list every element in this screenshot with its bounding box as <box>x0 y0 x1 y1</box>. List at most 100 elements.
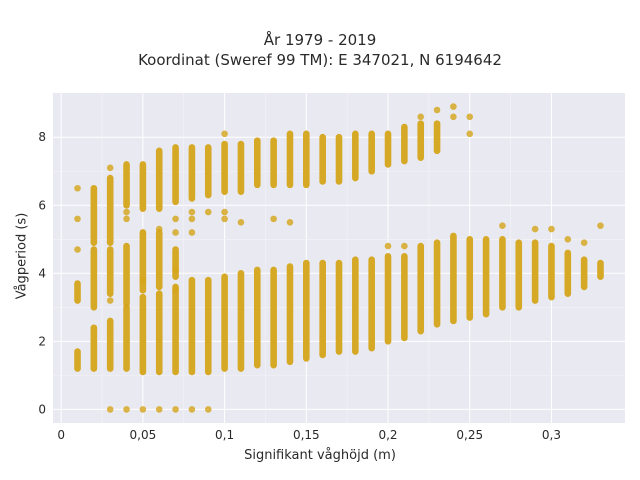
data-point <box>155 406 163 413</box>
data-point <box>172 215 179 223</box>
data-point <box>172 406 179 413</box>
data-point <box>531 225 539 233</box>
point-cluster <box>319 259 326 359</box>
data-point <box>74 184 81 192</box>
data-point <box>466 113 474 121</box>
data-point <box>401 242 408 250</box>
point-cluster <box>139 229 147 294</box>
y-tick-label: 6 <box>38 198 46 212</box>
point-cluster <box>303 130 310 189</box>
point-cluster <box>123 161 130 209</box>
point-cluster <box>188 144 196 202</box>
point-cluster <box>155 229 163 291</box>
point-cluster <box>204 144 212 199</box>
point-cluster <box>450 232 457 325</box>
point-cluster <box>531 239 539 304</box>
data-point <box>450 113 457 121</box>
x-tick-label: 0,1 <box>215 428 234 442</box>
data-point <box>384 242 392 250</box>
point-cluster <box>417 242 425 335</box>
point-cluster <box>155 147 163 212</box>
data-point <box>548 225 555 233</box>
data-point <box>188 406 196 413</box>
data-point <box>172 229 179 236</box>
data-point <box>123 215 130 223</box>
point-cluster <box>74 280 81 304</box>
point-cluster <box>188 276 196 376</box>
point-cluster <box>172 246 179 281</box>
point-cluster <box>548 242 555 301</box>
point-cluster <box>335 133 343 185</box>
point-cluster <box>172 283 179 376</box>
point-cluster <box>417 120 425 161</box>
point-cluster <box>286 130 294 189</box>
point-cluster <box>401 252 408 342</box>
point-cluster <box>319 133 326 185</box>
grid-lines <box>53 93 625 423</box>
point-cluster <box>90 246 98 311</box>
data-point <box>204 208 212 216</box>
data-point <box>139 276 147 284</box>
point-cluster <box>499 235 506 311</box>
point-cluster <box>352 256 359 355</box>
data-point <box>74 246 81 253</box>
point-cluster <box>303 259 310 362</box>
data-point <box>188 208 196 216</box>
point-cluster <box>515 239 523 311</box>
point-cluster <box>433 239 441 328</box>
point-cluster <box>123 304 130 372</box>
y-tick-label: 0 <box>38 402 46 416</box>
chart-subtitle: Koordinat (Sweref 99 TM): E 347021, N 61… <box>138 51 502 69</box>
y-tick-label: 4 <box>38 266 46 280</box>
data-point <box>188 215 196 223</box>
data-point <box>466 130 474 138</box>
point-cluster <box>433 120 441 155</box>
data-point <box>172 287 179 294</box>
data-point <box>139 406 147 413</box>
y-tick-label: 2 <box>38 334 46 348</box>
data-points <box>74 103 604 413</box>
point-cluster <box>237 140 245 195</box>
data-point <box>172 266 179 274</box>
y-axis-label: Vågperiod (s) <box>14 212 30 300</box>
data-point <box>123 406 130 413</box>
point-cluster <box>221 140 228 195</box>
data-point <box>417 113 425 121</box>
x-tick-labels: 0 0,05 0,1 0,15 0,2 0,25 0,3 <box>57 428 561 442</box>
data-point <box>74 215 81 223</box>
chart-title: År 1979 - 2019 <box>263 31 377 49</box>
point-cluster <box>335 259 343 355</box>
x-axis-label: Signifikant våghöjd (m) <box>244 448 396 463</box>
point-cluster <box>401 123 408 165</box>
point-cluster <box>106 174 114 246</box>
data-point <box>106 297 114 304</box>
point-cluster <box>74 348 81 372</box>
point-cluster <box>286 263 294 366</box>
data-point <box>221 208 228 216</box>
point-cluster <box>368 130 375 175</box>
data-point <box>597 222 604 229</box>
point-cluster <box>482 235 490 318</box>
point-cluster <box>466 235 474 321</box>
point-cluster <box>90 324 98 372</box>
point-cluster <box>270 266 277 369</box>
point-cluster <box>106 317 114 372</box>
point-cluster <box>139 161 147 212</box>
data-point <box>270 215 277 223</box>
point-cluster <box>384 130 392 168</box>
point-cluster <box>123 242 130 308</box>
data-point <box>450 103 457 110</box>
data-point <box>221 215 228 223</box>
point-cluster <box>352 130 359 182</box>
point-cluster <box>106 246 114 298</box>
point-cluster <box>204 276 212 376</box>
point-cluster <box>90 184 98 246</box>
data-point <box>237 218 245 226</box>
point-cluster <box>139 293 147 376</box>
point-cluster <box>384 252 392 345</box>
data-point <box>204 406 212 413</box>
point-cluster <box>253 137 261 189</box>
x-tick-label: 0,25 <box>456 428 483 442</box>
